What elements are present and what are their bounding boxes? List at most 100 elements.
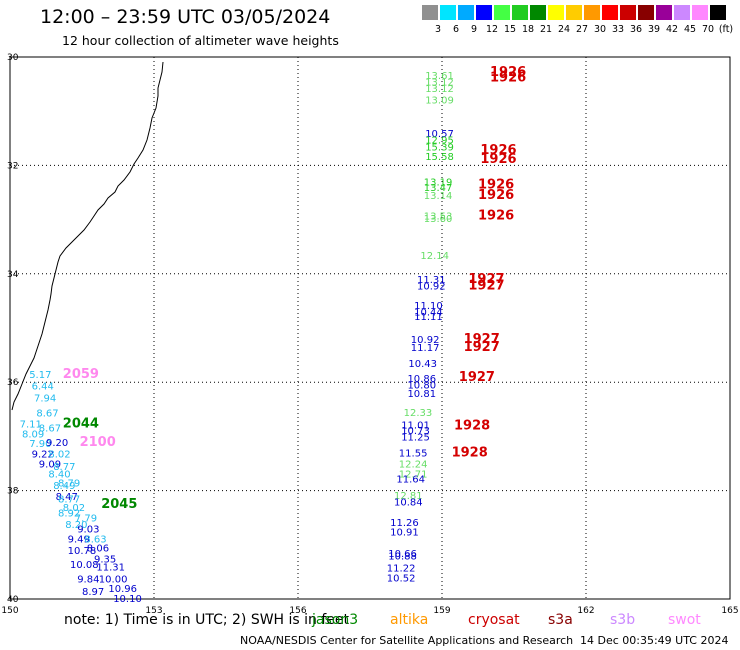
wave-height-value: 10.44 [414, 308, 443, 319]
wave-height-value: 12.33 [404, 408, 433, 419]
colorbar-label: 30 [593, 24, 607, 35]
pass-time-label: 1927 [464, 332, 500, 347]
colorbar-swatch [638, 5, 654, 20]
pass-time-label: 1926 [480, 152, 516, 167]
wave-height-value: 13.61 [425, 71, 454, 82]
wave-height-value: 9.09 [39, 460, 61, 471]
pass-time-label: 1926 [490, 65, 526, 80]
wave-height-value: 11.10 [414, 301, 443, 312]
wave-height-value: 8.92 [58, 508, 80, 519]
wave-height-value: 11.17 [411, 343, 440, 354]
colorbar-label: 12 [485, 24, 499, 35]
colorbar-swatch [602, 5, 618, 20]
wave-height-value: 13.60 [424, 214, 453, 225]
wave-height-value: 9.20 [46, 438, 68, 449]
map-frame [9, 56, 731, 600]
wave-height-value: 10.91 [390, 527, 419, 538]
colorbar-label: 39 [647, 24, 661, 35]
wave-height-labels: 13.6113.1213.1213.0910.5712.9515.3915.58… [20, 71, 454, 605]
satellite-legend-swot: swot [668, 612, 701, 628]
lat-tick-label: 40 [7, 595, 19, 605]
pass-time-label: 2045 [101, 497, 137, 512]
colorbar-swatch [494, 5, 510, 20]
axis-tick-labels: 150 153 156 159 162 165 30 32 34 36 38 40 [1, 53, 738, 616]
wave-height-value: 6.44 [32, 381, 54, 392]
satellite-legend-s3a: s3a [548, 612, 573, 628]
wave-height-value: 12.14 [420, 251, 449, 262]
wave-height-value: 13.19 [424, 178, 453, 189]
lon-tick-label: 159 [433, 606, 450, 616]
lat-tick-label: 36 [7, 378, 19, 388]
wave-height-value: 11.31 [96, 562, 125, 573]
colorbar-label: 24 [557, 24, 571, 35]
wave-height-value: 8.67 [39, 424, 61, 435]
wave-height-value: 8.97 [82, 587, 104, 598]
satellite-pass-labels: 1926192619261926192619261926192719271927… [63, 65, 526, 512]
wave-height-value: 13.53 [424, 211, 453, 222]
wave-height-value: 12.95 [425, 135, 454, 146]
wave-height-value: 8.63 [84, 534, 106, 545]
wave-height-value: 7.79 [75, 514, 97, 525]
pass-time-label: 2059 [63, 367, 99, 382]
lon-tick-label: 162 [577, 606, 594, 616]
wave-height-value: 10.52 [387, 573, 416, 584]
colorbar-label: 36 [629, 24, 643, 35]
wave-height-value: 10.57 [425, 129, 454, 140]
wave-height-value: 8.47 [56, 492, 78, 503]
wave-height-value: 8.20 [65, 520, 87, 531]
colorbar-label: 42 [665, 24, 679, 35]
wave-height-value: 10.78 [68, 546, 97, 557]
satellite-legend-s3b: s3b [610, 612, 636, 628]
lon-tick-label: 165 [721, 606, 738, 616]
wave-height-value: 9.22 [32, 450, 54, 461]
wave-height-value: 8.49 [53, 481, 75, 492]
wave-height-value: 10.92 [417, 282, 446, 293]
wave-height-value: 10.80 [407, 380, 436, 391]
wave-height-value: 11.11 [414, 312, 443, 323]
lon-tick-label: 153 [145, 606, 162, 616]
map-title: 12:00 – 23:59 UTC 03/05/2024 [40, 6, 331, 28]
wave-height-value: 8.67 [36, 409, 58, 420]
satellite-legend-cryosat: cryosat [468, 612, 520, 628]
map-grid [10, 57, 730, 599]
colorbar-label: 45 [683, 24, 697, 35]
pass-time-label: 1927 [464, 340, 500, 355]
wave-height-value: 7.11 [20, 419, 42, 430]
colorbar-label: 6 [452, 24, 460, 35]
wave-height-value: 10.73 [401, 426, 430, 437]
wave-height-value: 8.06 [87, 544, 109, 555]
colorbar-swatch [692, 5, 708, 20]
colorbar-swatch [620, 5, 636, 20]
wave-height-value: 11.01 [401, 420, 430, 431]
wave-height-value: 10.84 [394, 497, 423, 508]
wave-height-value: 15.58 [425, 152, 454, 163]
satellite-legend-jason3: jason3 [312, 612, 359, 628]
wave-height-value: 13.14 [424, 191, 453, 202]
wave-height-value: 8.79 [58, 478, 80, 489]
wave-height-value: 10.10 [113, 594, 142, 605]
colorbar-swatch [440, 5, 456, 20]
lat-tick-label: 34 [7, 270, 19, 280]
wave-height-value: 8.02 [63, 503, 85, 514]
pass-time-label: 2044 [63, 416, 99, 431]
colorbar-label: 33 [611, 24, 625, 35]
wave-height-value: 9.35 [94, 554, 116, 565]
colorbar-swatch [422, 5, 438, 20]
wave-height-value: 8.40 [48, 469, 70, 480]
wave-height-value: 12.81 [394, 491, 423, 502]
pass-time-label: 1927 [459, 370, 495, 385]
colorbar-swatch [530, 5, 546, 20]
wave-height-value: 9.03 [77, 525, 99, 536]
pass-time-label: 2100 [80, 435, 116, 450]
colorbar-label: 21 [539, 24, 553, 35]
wave-height-value: 13.12 [425, 84, 454, 95]
colorbar-label: (ft) [718, 24, 734, 35]
wave-height-value: 10.43 [408, 359, 437, 370]
pass-time-label: 1926 [490, 71, 526, 86]
wave-height-value: 11.31 [417, 275, 446, 286]
lat-tick-label: 32 [7, 161, 18, 171]
colorbar-swatch [476, 5, 492, 20]
pass-time-label: 1926 [478, 177, 514, 192]
lon-tick-label: 150 [1, 606, 18, 616]
